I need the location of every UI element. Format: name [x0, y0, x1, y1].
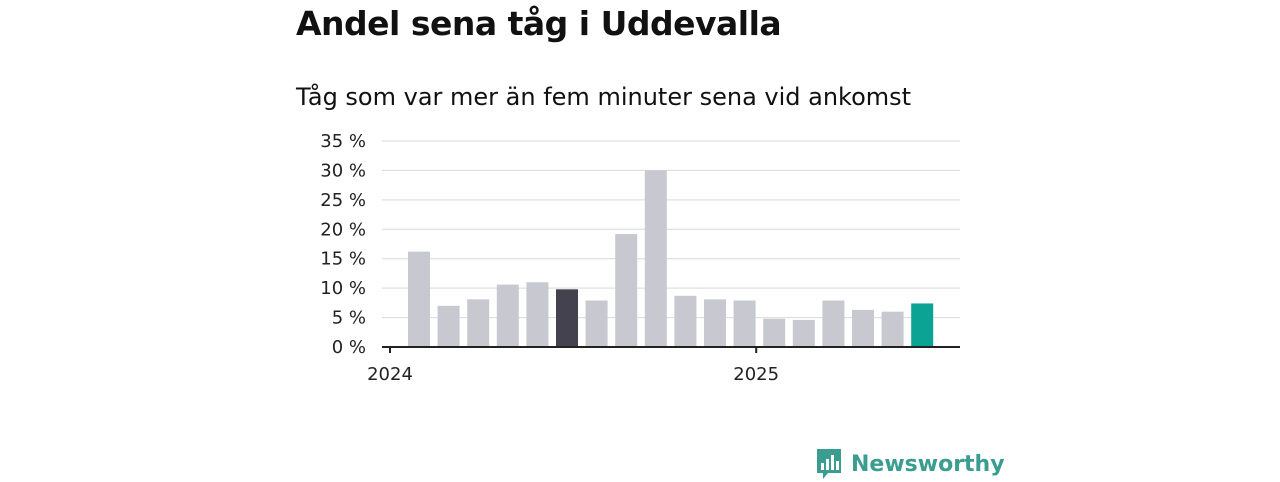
- y-tick-label: 15 %: [320, 249, 366, 270]
- bar: [496, 284, 519, 347]
- y-tick-label: 30 %: [320, 160, 366, 181]
- x-tick-label: 2025: [733, 364, 779, 385]
- bar: [704, 299, 726, 347]
- brand-name: Newsworthy: [851, 451, 1005, 477]
- bar: [467, 299, 490, 347]
- bar: [881, 311, 904, 347]
- chart-subtitle: Tåg som var mer än fem minuter sena vid …: [296, 83, 912, 111]
- newsworthy-logo: Newsworthy: [815, 446, 1005, 482]
- bar: [408, 251, 430, 347]
- bar-chart: 0 % 5 % 10 % 15 % 20 % 25 % 30 % 35 % 2024 2025: [320, 131, 960, 385]
- bar: [674, 295, 697, 347]
- chart-title: Andel sena tåg i Uddevalla: [296, 4, 782, 43]
- y-tick-label: 20 %: [320, 219, 366, 240]
- bar: [733, 300, 756, 347]
- bar: [644, 170, 667, 347]
- bar: [556, 289, 578, 347]
- y-tick-label: 35 %: [320, 131, 366, 152]
- bar-chart-logo-icon: [817, 449, 841, 479]
- bar: [852, 309, 874, 347]
- bar: [437, 305, 460, 347]
- bar: [792, 319, 815, 347]
- bar: [615, 233, 638, 347]
- bar: [585, 300, 608, 347]
- bar: [526, 282, 549, 347]
- y-tick-label: 10 %: [320, 278, 366, 299]
- bar: [822, 300, 845, 347]
- bar: [763, 318, 786, 347]
- y-tick-label: 0 %: [332, 337, 366, 358]
- y-tick-label: 25 %: [320, 190, 366, 211]
- x-tick-label: 2024: [367, 364, 413, 385]
- bar: [911, 303, 934, 347]
- y-tick-label: 5 %: [332, 308, 366, 329]
